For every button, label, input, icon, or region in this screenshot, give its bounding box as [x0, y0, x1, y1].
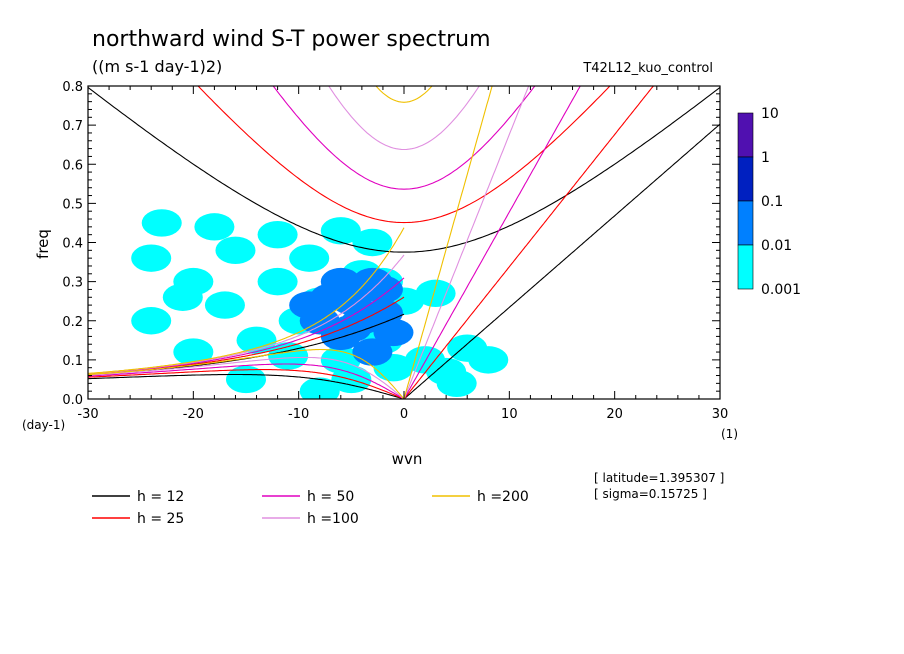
contour-cell	[289, 244, 330, 272]
x-tick-label: 10	[501, 407, 518, 422]
contour-cell	[204, 291, 245, 319]
contour-cell	[141, 209, 182, 237]
x-tick-label: -30	[77, 407, 98, 422]
x-tick-label: -10	[288, 407, 309, 422]
colorbar-label: 1	[761, 150, 770, 166]
colorbar-swatch	[737, 112, 754, 158]
contour-cell	[415, 279, 456, 308]
chart-subtitle: ((m s-1 day-1)2)	[92, 57, 222, 76]
y-tick-label: 0.7	[62, 119, 83, 134]
rossby-curve	[88, 363, 405, 399]
colorbar-swatch	[737, 200, 754, 246]
sigma-annotation: [ sigma=0.15725 ]	[594, 487, 707, 501]
x-axis-unit: (1)	[721, 427, 738, 441]
kelvin-curve	[403, 86, 581, 399]
x-tick-label: 20	[606, 407, 623, 422]
contour-cell	[373, 318, 414, 347]
inertia-gravity-curve	[375, 86, 433, 103]
contour-cell	[131, 244, 172, 272]
contour-cell	[352, 228, 393, 257]
contour-cell	[194, 213, 235, 241]
rossby-curve	[88, 348, 405, 399]
chart-title: northward wind S-T power spectrum	[92, 27, 491, 52]
contour-cell	[436, 369, 477, 398]
contour-cell	[162, 283, 203, 311]
contour-cell	[447, 334, 488, 362]
y-tick-label: 0.8	[62, 80, 83, 95]
contour-cell	[131, 307, 172, 335]
x-tick-label: -20	[183, 407, 204, 422]
y-axis-unit: (day-1)	[22, 418, 65, 432]
kelvin-curve	[403, 86, 530, 399]
y-tick-label: 0.6	[62, 158, 83, 173]
legend-label: h = 12	[137, 489, 184, 505]
power-contour-fill	[131, 209, 509, 399]
y-tick-label: 0.1	[62, 354, 83, 369]
inertia-gravity-curve	[328, 86, 480, 151]
dispersion-curves	[88, 86, 720, 399]
colorbar-label: 10	[761, 106, 779, 122]
colorbar-label: 0.1	[761, 194, 783, 210]
contour-cell	[225, 365, 267, 394]
rossby-curve	[88, 373, 405, 399]
colorbar-swatch	[737, 244, 754, 290]
x-axis-label: wvn	[392, 450, 423, 468]
latitude-annotation: [ latitude=1.395307 ]	[594, 471, 724, 485]
y-axis-label: freq	[34, 229, 52, 259]
y-tick-label: 0.3	[62, 276, 83, 291]
rossby-curve	[88, 356, 405, 399]
contour-cell	[257, 220, 298, 249]
rossby-curve	[88, 369, 405, 399]
colorbar-label: 0.001	[761, 282, 801, 298]
y-tick-label: 0.4	[62, 237, 83, 252]
legend-label: h = 50	[307, 489, 354, 505]
y-tick-label: 0.0	[62, 393, 83, 408]
colorbar: 10 1 0.1 0.01 0.001	[737, 106, 801, 298]
contour-cell	[310, 283, 351, 311]
contour-cell	[215, 236, 256, 265]
contour-cell	[257, 267, 298, 296]
kelvin-curve	[403, 86, 493, 399]
legend: h = 12 h = 25 h = 50 h =100 h =200	[92, 489, 529, 527]
inertia-gravity-curve	[272, 86, 536, 190]
inertia-gravity-curve	[197, 86, 611, 224]
kelvin-curve	[403, 86, 655, 399]
contour-cell	[320, 217, 361, 245]
legend-label: h =100	[307, 511, 359, 527]
contour-cell	[299, 377, 340, 399]
legend-label: h =200	[477, 489, 529, 505]
x-tick-label: 0	[400, 407, 408, 422]
colorbar-label: 0.01	[761, 238, 792, 254]
contour-cell	[173, 338, 214, 366]
colorbar-swatch	[737, 156, 754, 202]
contour-cell	[352, 267, 393, 296]
kelvin-curve	[403, 123, 720, 399]
x-tick-label: 30	[712, 407, 729, 422]
inertia-gravity-curve	[88, 86, 720, 253]
y-tick-label: 0.2	[62, 315, 83, 330]
legend-label: h = 25	[137, 511, 184, 527]
mixed-rossby-gravity-curve	[88, 227, 405, 374]
axis-ticks: -30 -20 -10 0 10 20 30 0.0 0.1 0.2 0.3 0.4 0.5 0.6 0.7…	[62, 80, 728, 422]
run-label: T42L12_kuo_control	[582, 61, 713, 76]
y-tick-label: 0.5	[62, 197, 83, 212]
